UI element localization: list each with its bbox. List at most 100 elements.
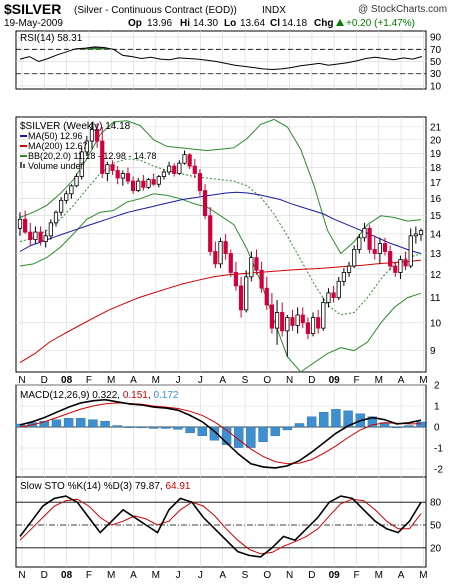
- macd-histogram-bar: [173, 426, 183, 430]
- x-tick-label: J: [198, 570, 203, 581]
- x-tick-label: 08: [61, 570, 73, 581]
- candle-body: [341, 272, 346, 282]
- x-tick-label: O: [263, 375, 271, 386]
- candle-body: [228, 253, 233, 273]
- macd-histogram-bar: [148, 426, 159, 429]
- rsi-plot: [16, 46, 426, 75]
- macd-label: MACD(12,26,9) 0.322, 0.151, 0.172: [20, 390, 179, 401]
- candle-body: [357, 237, 362, 250]
- hi-label: Hi: [180, 18, 190, 29]
- x-tick-label: 08: [61, 375, 73, 386]
- x-tick-label: F: [86, 570, 92, 581]
- candle-body: [53, 211, 59, 224]
- macd-tick-label: -2: [434, 465, 443, 476]
- macd-histogram-bar: [404, 425, 414, 428]
- price-tick-label: 14: [430, 229, 442, 240]
- candle-body: [295, 314, 300, 326]
- candle-body: [321, 302, 326, 329]
- x-tick-label: A: [130, 570, 137, 581]
- quote-date: 19-May-2009: [4, 18, 63, 29]
- macd-tick-label: 1: [434, 402, 440, 413]
- candle-body: [172, 165, 177, 174]
- macd-histogram-bar: [367, 416, 378, 428]
- macd-histogram-bar: [209, 426, 220, 441]
- candle-body: [17, 218, 23, 229]
- macd-histogram-bar: [234, 426, 244, 448]
- candle-body: [285, 317, 290, 332]
- price-tick-label: 21: [430, 122, 442, 133]
- chg-value: +0.20 (+1.47%): [346, 18, 415, 29]
- up-triangle-icon: [336, 19, 344, 26]
- candle-body: [377, 243, 382, 254]
- cl-value: 14.18: [282, 18, 307, 29]
- macd-histogram-bar: [51, 419, 62, 428]
- macd-tick-label: 0: [434, 423, 440, 434]
- op-label: Op: [128, 18, 142, 29]
- x-tick-label: 09: [329, 375, 341, 386]
- candle-body: [43, 235, 48, 242]
- macd-plot: [15, 398, 426, 469]
- legend-swatch: [23, 164, 25, 168]
- x-tick-label: O: [263, 570, 271, 581]
- candle-body: [238, 285, 244, 311]
- price-tick-label: 11: [430, 293, 441, 304]
- exchange: INDX: [262, 5, 286, 16]
- macd-histogram-bar: [282, 426, 293, 431]
- candle-body: [388, 251, 393, 267]
- candle-body: [115, 170, 120, 179]
- x-tick-label: N: [286, 375, 293, 386]
- x-tick-label: N: [286, 570, 293, 581]
- rsi-panel-frame: [15, 30, 427, 90]
- price-tick-label: 17: [430, 178, 442, 189]
- rsi-tick-label: 30: [430, 69, 442, 80]
- price-panel-title: $SILVER (Weekly) 14.18: [20, 121, 131, 132]
- macd-histogram-bar: [416, 421, 426, 428]
- macd-signal-line: [19, 402, 422, 465]
- price-panel-frame: [15, 116, 427, 373]
- price-tick-label: 15: [430, 211, 442, 222]
- candle-body: [393, 265, 398, 273]
- x-tick-label: A: [130, 375, 137, 386]
- x-tick-label: S: [242, 375, 249, 386]
- candle-body: [249, 257, 254, 278]
- legend-entry: MA(50) 12.96: [28, 131, 83, 141]
- candle-body: [69, 185, 74, 195]
- bb-middle-line: [19, 158, 422, 316]
- bb-lower-line: [19, 193, 422, 373]
- price-tick-label: 16: [430, 194, 442, 205]
- macd-histogram-bar: [39, 420, 50, 428]
- price-tick-label: 12: [430, 270, 442, 281]
- candle-body: [310, 317, 316, 334]
- candle-body: [182, 154, 187, 164]
- candle-body: [192, 165, 197, 174]
- macd-histogram-bar: [112, 425, 122, 428]
- macd-histogram-bar: [100, 420, 110, 428]
- macd-histogram-bar: [161, 426, 171, 429]
- x-tick-label: A: [398, 375, 405, 386]
- candle-body: [382, 243, 388, 252]
- bb-upper-line: [19, 118, 422, 255]
- macd-tick-label: 2: [434, 381, 440, 392]
- candle-body: [367, 227, 372, 250]
- macd-histogram-bar: [124, 426, 135, 429]
- x-tick-label: M: [152, 570, 160, 581]
- macd-histogram-bar: [319, 412, 329, 428]
- candle-body: [223, 241, 228, 254]
- candle-body: [316, 317, 321, 329]
- ma200-line: [19, 259, 422, 364]
- macd-histogram-bar: [343, 410, 353, 428]
- candle-body: [156, 176, 161, 185]
- candle-body: [89, 128, 95, 142]
- sto-k-line: [19, 495, 422, 558]
- ma50-line: [19, 191, 422, 254]
- legend-entry: BB(20,2.0) 11.18 - 12.98 - 14.78: [28, 151, 156, 161]
- x-tick-label: N: [18, 375, 25, 386]
- x-tick-label: F: [353, 375, 359, 386]
- rsi-tick-label: 90: [430, 33, 442, 44]
- x-tick-label: A: [219, 570, 226, 581]
- candle-body: [290, 317, 295, 326]
- legend-entry: Volume undef: [28, 161, 84, 171]
- candle-body: [346, 265, 352, 273]
